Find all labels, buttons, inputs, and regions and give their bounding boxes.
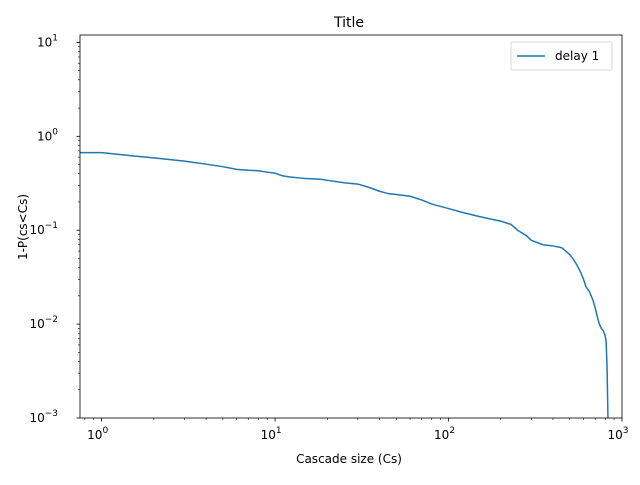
series-line-0	[80, 151, 609, 418]
x-tick-exponent: 0	[102, 426, 108, 436]
y-tick-exponent: −1	[45, 221, 58, 231]
y-axis-label: 1-P(cs<Cs)	[16, 194, 30, 260]
legend-label: delay 1	[555, 49, 599, 63]
chart-title: Title	[333, 15, 364, 31]
y-tick-exponent: −3	[45, 409, 58, 419]
x-tick-exponent: 1	[276, 426, 282, 436]
y-tick-exponent: −2	[45, 315, 58, 325]
y-tick-exponent: 1	[52, 33, 58, 43]
axes-frame	[79, 34, 623, 419]
legend-box	[510, 41, 613, 71]
x-axis-label: Cascade size (Cs)	[296, 452, 402, 466]
x-tick-exponent: 3	[623, 426, 629, 436]
y-tick-exponent: 0	[52, 127, 58, 137]
legend: delay 1	[510, 41, 613, 71]
x-tick-exponent: 2	[449, 426, 455, 436]
plot-background	[80, 35, 622, 418]
